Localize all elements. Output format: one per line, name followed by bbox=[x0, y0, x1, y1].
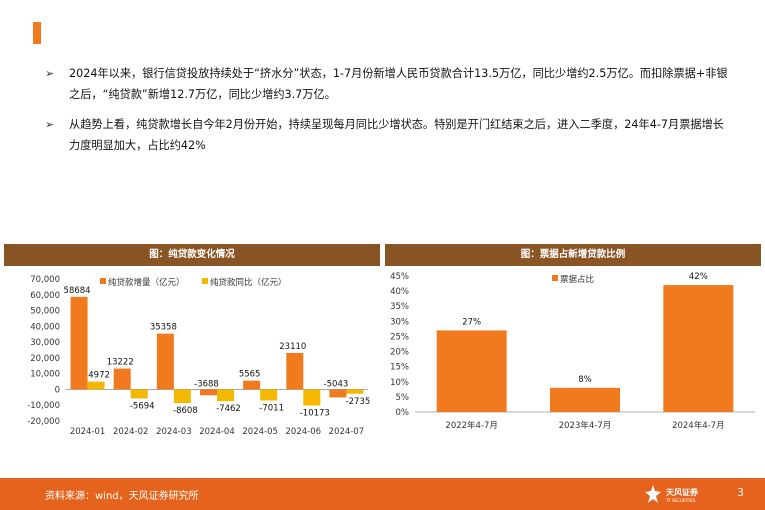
net-loan-chart: 70,000 60,000 50,000 40,000 30,000 20,000 10,0… bbox=[27, 275, 371, 437]
bar-increment bbox=[286, 352, 304, 390]
bar-bill-ratio bbox=[550, 387, 620, 412]
y-tick-label: -20,000 bbox=[27, 417, 60, 427]
y-tick-label: 5% bbox=[396, 393, 410, 403]
arrow-bullet-icon: ➢ bbox=[45, 118, 55, 131]
data-label: -5694 bbox=[130, 401, 155, 411]
bar-yoy bbox=[130, 389, 148, 399]
x-tick-label: 2024-02 bbox=[113, 427, 149, 437]
y-tick-label: 0% bbox=[396, 408, 410, 418]
bar-increment bbox=[113, 368, 131, 390]
legend-label: 票据占比 bbox=[560, 274, 594, 285]
x-tick-label: 2024年4-7月 bbox=[672, 420, 725, 431]
bar-increment bbox=[156, 333, 174, 390]
data-label: -7011 bbox=[259, 404, 284, 414]
data-label: -8608 bbox=[173, 406, 198, 416]
bar-yoy bbox=[260, 389, 278, 401]
bullet-item: ➢ 2024年以来，银行信贷投放持续处于“挤水分”状态，1-7月份新增人民币贷款… bbox=[45, 63, 735, 105]
y-tick-label: 45% bbox=[390, 272, 409, 282]
bar-increment bbox=[243, 380, 261, 390]
x-tick-label: 2024-06 bbox=[286, 427, 322, 437]
bullet-list: ➢ 2024年以来，银行信贷投放持续处于“挤水分”状态，1-7月份新增人民币贷款… bbox=[45, 63, 735, 165]
logo-text: 天风证券 bbox=[666, 487, 699, 497]
data-label: 27% bbox=[462, 317, 481, 327]
x-tick-label: 2022年4-7月 bbox=[445, 420, 498, 431]
data-label: 5565 bbox=[239, 370, 261, 380]
data-label: 42% bbox=[689, 272, 708, 282]
data-label: 23110 bbox=[279, 342, 306, 352]
y-tick-label: 20% bbox=[390, 348, 409, 358]
y-tick-label: 70,000 bbox=[30, 275, 60, 285]
y-tick-label: 20,000 bbox=[30, 354, 60, 364]
data-label: -7462 bbox=[216, 404, 241, 414]
bar-increment bbox=[70, 296, 88, 390]
y-tick-label: 30% bbox=[390, 317, 409, 327]
y-tick-label: 0 bbox=[55, 385, 60, 395]
x-tick-label: 2023年4-7月 bbox=[559, 420, 612, 431]
bullet-item: ➢ 从趋势上看，纯贷款增长自今年2月份开始，持续呈现每月同比少增状态。特别是开门… bbox=[45, 114, 735, 156]
bullet-text: 从趋势上看，纯贷款增长自今年2月份开始，持续呈现每月同比少增状态。特别是开门红结… bbox=[69, 118, 724, 152]
x-tick-label: 2024-04 bbox=[199, 427, 235, 437]
source-note: 资料来源：wind，天风证券研究所 bbox=[45, 491, 199, 502]
bar-increment bbox=[329, 389, 347, 398]
y-tick-label: 10,000 bbox=[30, 370, 60, 380]
data-label: -3688 bbox=[194, 379, 219, 389]
bar-yoy bbox=[173, 389, 191, 404]
bar-yoy bbox=[87, 381, 105, 390]
y-tick-label: 35% bbox=[390, 302, 409, 312]
right-chart-title: 图：票据占新增贷款比例 bbox=[385, 244, 761, 266]
bar-yoy bbox=[303, 389, 321, 406]
data-label: 13222 bbox=[107, 358, 134, 368]
x-tick-label: 2024-03 bbox=[156, 427, 192, 437]
data-label: 4972 bbox=[88, 371, 110, 381]
y-tick-label: 25% bbox=[390, 332, 409, 342]
y-tick-label: 15% bbox=[390, 363, 409, 373]
y-tick-label: 50,000 bbox=[30, 307, 60, 317]
data-label: -2735 bbox=[346, 397, 371, 407]
legend-swatch bbox=[552, 275, 558, 281]
bullet-text: 2024年以来，银行信贷投放持续处于“挤水分”状态，1-7月份新增人民币贷款合计… bbox=[69, 67, 728, 101]
bill-ratio-chart: 45% 40% 35% 30% 25% 20% 15% 10% 5% 0% 27% 2022年4-7月… bbox=[390, 272, 755, 431]
data-label: 58684 bbox=[64, 286, 91, 296]
left-chart-title: 图：纯贷款变化情况 bbox=[4, 244, 380, 266]
x-tick-label: 2024-05 bbox=[242, 427, 278, 437]
bar-increment bbox=[200, 389, 217, 396]
bar-bill-ratio bbox=[436, 330, 507, 412]
data-label: 35358 bbox=[150, 323, 177, 333]
y-tick-label: 10% bbox=[390, 378, 409, 388]
x-tick-label: 2024-01 bbox=[70, 427, 106, 437]
y-tick-label: -10,000 bbox=[27, 401, 60, 411]
bar-bill-ratio bbox=[663, 285, 734, 412]
accent-bar bbox=[33, 22, 41, 44]
x-tick-label: 2024-07 bbox=[329, 427, 365, 437]
arrow-bullet-icon: ➢ bbox=[45, 67, 55, 80]
y-tick-label: 30,000 bbox=[30, 338, 60, 348]
logo-subtext: TF SECURITIES bbox=[665, 498, 696, 503]
y-tick-label: 60,000 bbox=[30, 291, 60, 301]
footer-bar: 资料来源：wind，天风证券研究所 天风证券 TF SECURITIES 3 bbox=[0, 478, 765, 510]
legend-label: 纯贷款同比（亿元） bbox=[210, 277, 287, 288]
data-label: -10173 bbox=[300, 408, 330, 418]
y-tick-label: 40,000 bbox=[30, 322, 60, 332]
data-label: 8% bbox=[578, 375, 592, 385]
y-tick-label: 40% bbox=[390, 287, 409, 297]
tf-securities-logo: 天风证券 TF SECURITIES bbox=[645, 485, 699, 503]
legend-label: 纯贷款增量（亿元） bbox=[108, 277, 185, 288]
legend-swatch bbox=[100, 278, 106, 284]
page-number: 3 bbox=[737, 486, 744, 499]
bar-yoy bbox=[346, 389, 364, 394]
data-label: -5043 bbox=[324, 379, 349, 389]
legend-swatch bbox=[202, 278, 208, 284]
bar-yoy bbox=[217, 389, 234, 402]
